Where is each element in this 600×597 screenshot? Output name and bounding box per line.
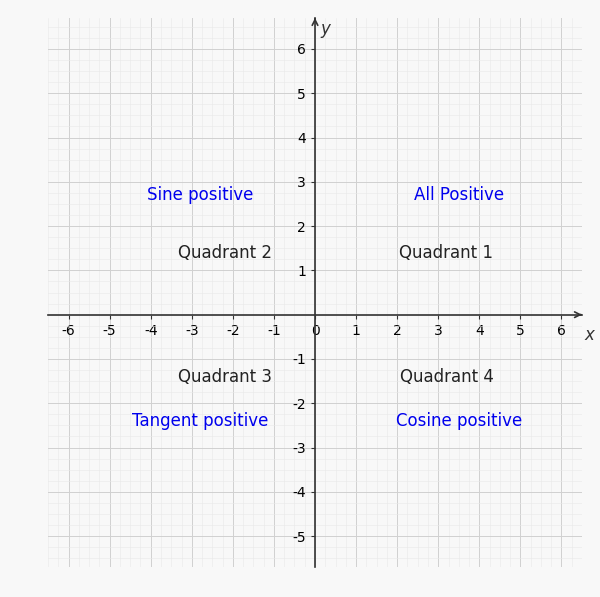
Text: y: y <box>320 20 330 38</box>
Text: All Positive: All Positive <box>414 186 504 204</box>
Text: Quadrant 2: Quadrant 2 <box>178 244 272 261</box>
Text: Quadrant 4: Quadrant 4 <box>400 368 493 386</box>
Text: Tangent positive: Tangent positive <box>132 412 268 430</box>
Text: x: x <box>584 326 594 344</box>
Text: Quadrant 3: Quadrant 3 <box>178 368 272 386</box>
Text: Cosine positive: Cosine positive <box>395 412 522 430</box>
Text: Quadrant 1: Quadrant 1 <box>400 244 493 261</box>
Text: Sine positive: Sine positive <box>147 186 253 204</box>
